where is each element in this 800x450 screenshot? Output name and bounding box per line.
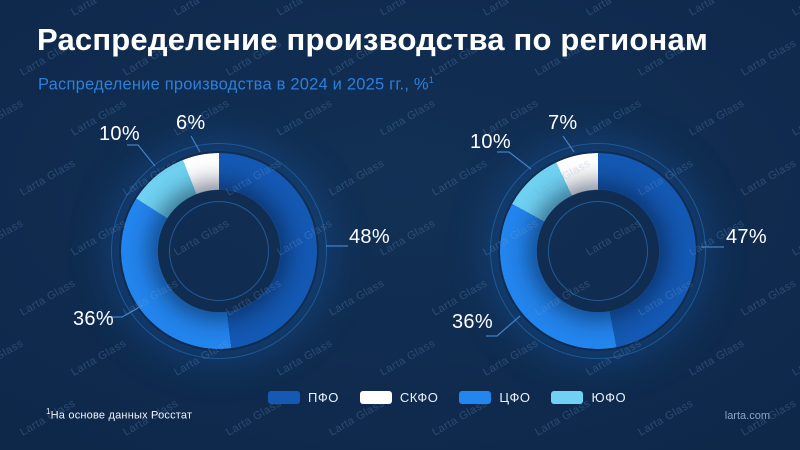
watermark-text: Larta Glass	[790, 97, 800, 139]
watermark-text: Larta Glass	[378, 0, 437, 19]
watermark-text: Larta Glass	[481, 0, 540, 19]
site-link: larta.com	[724, 410, 770, 422]
data-label-left-yufo: 10%	[99, 123, 140, 145]
watermark-text: Larta Glass	[69, 0, 128, 19]
subtitle-footnote-marker: 1	[428, 75, 434, 85]
legend-label-yufo: ЮФО	[591, 390, 627, 405]
watermark-text: Larta Glass	[275, 0, 334, 19]
watermark-text: Larta Glass	[378, 97, 438, 139]
watermark-text: Larta Glass	[0, 0, 26, 19]
legend-label-cfo: ЦФО	[499, 390, 531, 405]
data-label-left-skfo: 6%	[176, 112, 206, 134]
decorative-outer-ring	[490, 143, 706, 359]
watermark-text: Larta Glass	[584, 0, 643, 19]
watermark-text: Larta Glass	[69, 337, 129, 379]
legend-swatch-cfo	[459, 391, 492, 404]
watermark-text: Larta Glass	[739, 157, 799, 199]
subtitle-text: Распределение производства в 2024 и 2025…	[38, 75, 429, 94]
donut-chart-left-2024	[111, 143, 327, 359]
footnote-marker: 1	[46, 407, 51, 416]
watermark-text: Larta Glass	[0, 97, 26, 138]
watermark-text: Larta Glass	[636, 397, 696, 439]
legend-swatch-pfo	[268, 391, 300, 404]
decorative-outer-ring	[111, 143, 327, 359]
watermark-text: Larta Glass	[790, 337, 800, 379]
legend-item-pfo: ПФО	[268, 390, 339, 405]
donut-chart-right-2025	[490, 143, 706, 359]
watermark-text: Larta Glass	[172, 0, 231, 19]
watermark-text: Larta Glass	[790, 217, 800, 259]
legend-item-skfo: СКФО	[359, 390, 439, 405]
watermark-text: Larta Glass	[739, 37, 799, 79]
legend-label-pfo: ПФО	[308, 390, 339, 405]
legend-item-yufo: ЮФО	[551, 390, 626, 405]
watermark-text: Larta Glass	[18, 277, 78, 319]
watermark-text: Larta Glass	[378, 337, 438, 379]
watermark-text: Larta Glass	[687, 0, 746, 19]
watermark-text: Larta Glass	[0, 217, 26, 258]
legend-item-cfo: ЦФО	[459, 390, 530, 405]
data-label-right-yufo: 10%	[470, 131, 511, 153]
watermark-text: Larta Glass	[584, 97, 644, 139]
watermark-text: Larta Glass	[275, 97, 335, 139]
decorative-inner-circle	[548, 201, 648, 301]
data-label-right-cfo: 36%	[452, 311, 493, 333]
watermark-text: Larta Glass	[739, 277, 799, 319]
watermark-text: Larta Glass	[430, 157, 490, 199]
footnote: 1На основе данных Росстат	[46, 407, 192, 422]
subtitle: Распределение производства в 2024 и 2025…	[38, 75, 434, 95]
watermark-text: Larta Glass	[687, 337, 747, 379]
watermark-text: Larta Glass	[327, 277, 387, 319]
page-title: Распределение производства по регионам	[37, 22, 709, 57]
decorative-inner-circle	[169, 201, 269, 301]
watermark-text: Larta Glass	[0, 337, 26, 378]
data-label-left-pfo: 48%	[349, 226, 390, 248]
watermark-text: Larta Glass	[18, 157, 78, 199]
legend-swatch-skfo	[359, 391, 392, 404]
data-label-left-cfo: 36%	[73, 308, 114, 330]
watermark-text: Larta Glass	[790, 0, 800, 19]
legend-label-skfo: СКФО	[399, 390, 439, 405]
data-label-right-pfo: 47%	[726, 226, 767, 248]
footnote-text: На основе данных Росстат	[50, 409, 193, 422]
legend-swatch-yufo	[551, 391, 584, 404]
legend: ПФО СКФО ЦФО ЮФО	[268, 390, 626, 405]
data-label-right-skfo: 7%	[548, 112, 578, 134]
watermark-text: Larta Glass	[687, 97, 747, 139]
watermark-text: Larta Glass	[327, 157, 387, 199]
